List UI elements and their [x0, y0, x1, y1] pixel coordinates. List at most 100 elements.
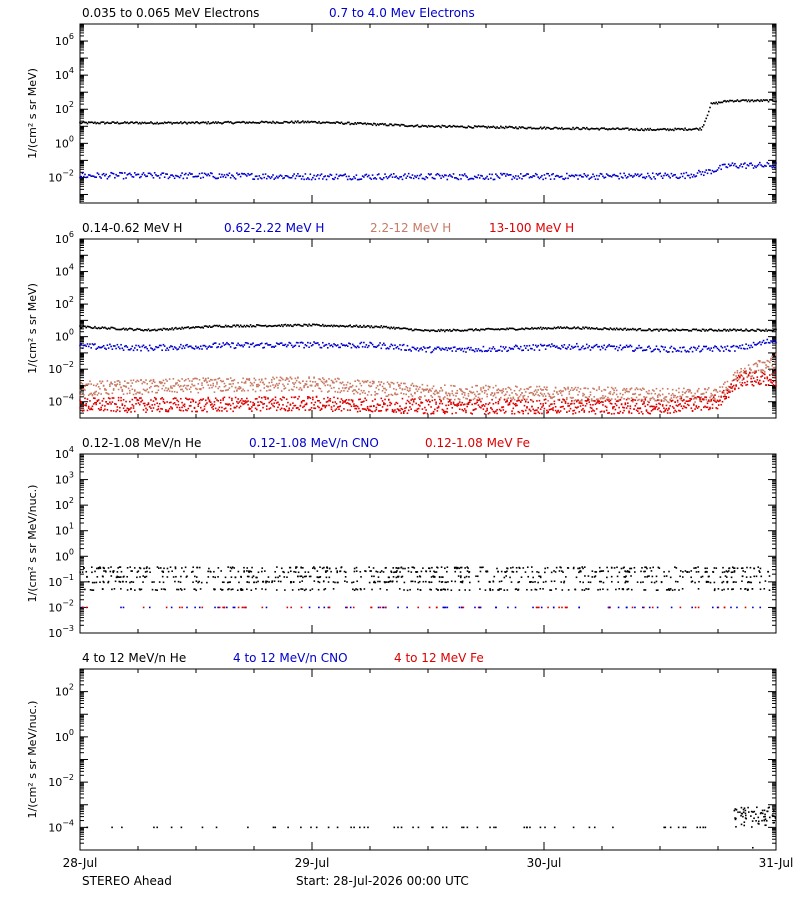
data-point	[400, 327, 403, 330]
data-point	[478, 177, 481, 179]
data-point	[263, 396, 266, 398]
data-point	[363, 324, 365, 327]
data-point	[653, 390, 655, 392]
data-point	[94, 393, 96, 396]
data-point	[768, 378, 771, 381]
data-point	[335, 324, 338, 327]
data-point	[543, 126, 546, 128]
data-point	[563, 178, 566, 181]
data-point	[680, 399, 683, 401]
data-point	[273, 405, 276, 408]
data-point	[283, 408, 285, 410]
data-point	[92, 403, 95, 405]
data-point	[313, 323, 315, 326]
data-point	[216, 122, 218, 125]
data-point	[462, 350, 465, 353]
data-point	[503, 412, 506, 414]
data-point	[552, 127, 554, 130]
data-point	[145, 411, 147, 414]
data-point	[360, 178, 363, 180]
data-point	[567, 386, 569, 389]
data-point	[87, 121, 90, 123]
data-point	[691, 176, 694, 178]
data-point	[307, 341, 309, 344]
data-point	[645, 409, 648, 411]
data-point	[170, 174, 172, 177]
data-point	[379, 123, 381, 125]
data-point	[247, 342, 249, 345]
data-point	[716, 330, 719, 332]
data-point	[177, 403, 180, 406]
data-point	[696, 396, 699, 398]
data-point	[706, 114, 709, 117]
data-point	[244, 382, 247, 384]
data-point	[303, 323, 305, 326]
data-point	[492, 403, 495, 405]
data-point	[241, 325, 243, 328]
data-point	[350, 178, 353, 181]
data-point	[173, 327, 176, 330]
data-point	[122, 177, 125, 180]
data-point	[262, 324, 264, 327]
data-point	[538, 412, 541, 415]
data-point	[695, 127, 698, 130]
data-point	[717, 400, 720, 403]
data-point	[153, 171, 156, 174]
data-point	[737, 167, 740, 169]
data-point	[348, 387, 350, 390]
data-point	[176, 399, 178, 402]
data-point	[236, 400, 238, 403]
data-point	[686, 389, 689, 391]
data-point	[451, 176, 454, 178]
data-point	[542, 395, 544, 397]
data-point	[129, 349, 131, 351]
data-point	[604, 128, 607, 130]
data-point	[584, 347, 587, 350]
data-point	[156, 346, 158, 349]
data-point	[152, 380, 155, 383]
data-point	[80, 175, 83, 178]
data-point	[763, 373, 766, 376]
data-point	[695, 405, 698, 407]
data-point	[566, 348, 568, 350]
data-point	[89, 408, 91, 411]
data-point	[218, 409, 221, 412]
data-point	[534, 412, 537, 415]
data-point	[192, 326, 195, 328]
data-point	[444, 384, 446, 386]
data-point	[511, 126, 513, 128]
data-point	[192, 378, 195, 380]
data-point	[402, 327, 405, 329]
data-point	[772, 329, 775, 332]
data-point	[299, 341, 302, 344]
data-point	[712, 346, 715, 349]
data-point	[710, 398, 713, 401]
data-point	[490, 328, 492, 330]
data-point	[731, 345, 734, 348]
data-point	[756, 99, 759, 101]
data-point	[345, 175, 348, 178]
data-point	[719, 390, 721, 392]
data-point	[415, 176, 417, 179]
data-point	[590, 407, 593, 410]
data-point	[378, 381, 380, 383]
data-point	[162, 398, 165, 401]
data-point	[221, 173, 223, 176]
data-point	[442, 398, 445, 401]
data-point	[290, 396, 293, 399]
data-point	[79, 176, 81, 179]
data-point	[177, 400, 180, 403]
data-point	[273, 346, 276, 348]
data-point	[324, 175, 327, 177]
data-point	[725, 330, 727, 332]
data-point	[329, 384, 332, 387]
data-point	[427, 389, 430, 392]
data-point	[129, 400, 131, 403]
data-point	[335, 344, 338, 347]
data-point	[754, 330, 756, 332]
data-point	[650, 350, 653, 353]
data-point	[497, 400, 500, 403]
data-point	[604, 405, 607, 408]
data-point	[221, 380, 223, 383]
data-point	[741, 384, 744, 387]
